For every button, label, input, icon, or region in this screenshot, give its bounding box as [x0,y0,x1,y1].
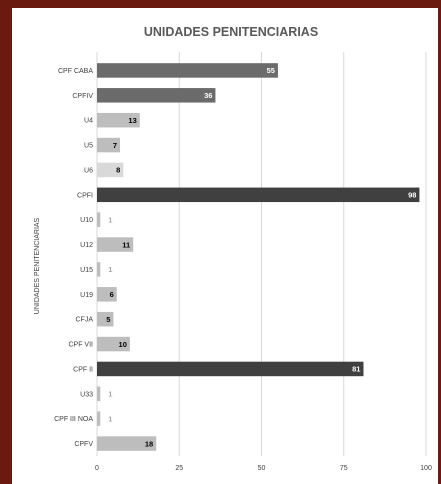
data-label: 5 [106,315,110,324]
bar [97,112,140,128]
data-label: 11 [122,240,130,249]
category-label: U33 [80,391,93,398]
x-tick-label: 50 [258,465,266,472]
category-label: CPF CABA [58,68,93,75]
bar [97,411,101,426]
bar [97,212,101,227]
bar [97,386,101,402]
data-label: 10 [119,340,127,349]
bars-group [97,63,420,451]
category-label: CPF II [73,366,93,373]
category-label: U6 [84,167,93,174]
y-axis-label: UNIDADES PENITENCIARIAS [34,217,41,314]
data-label: 7 [113,141,117,150]
bar [97,187,420,203]
data-label: 8 [116,166,120,175]
category-labels: CPF CABA CPFIV U4 U5 U6 CPFI U10 U12 U15 U19 CFJA C… [54,68,93,448]
data-label: 81 [352,365,360,374]
gridlines [96,52,427,456]
data-label: 98 [408,191,416,200]
category-label: CFJA [76,317,94,324]
category-label: CPF III NOA [54,416,93,423]
category-label: U4 [84,118,93,125]
category-label: U19 [80,292,93,299]
category-label: CPFV [74,441,93,448]
category-label: CPFIV [72,93,93,100]
bar [97,361,364,377]
data-label: 6 [110,290,114,299]
data-label: 36 [204,91,212,100]
bar [97,311,114,327]
category-label: U5 [84,143,93,150]
data-label: 1 [108,414,112,423]
data-label: 1 [108,215,112,224]
category-label: CPF VII [68,342,93,349]
category-label: U12 [80,242,93,249]
bar [97,262,101,277]
chart-frame: UNIDADES PENITENCIARIAS UNIDADES PENITEN… [12,8,438,484]
data-label: 13 [128,116,136,125]
chart-title: UNIDADES PENITENCIARIAS [144,25,318,39]
data-label: 1 [108,390,112,399]
bar [97,137,121,153]
bar-chart: UNIDADES PENITENCIARIAS UNIDADES PENITEN… [34,25,432,472]
bar [97,162,124,178]
x-tick-labels: 0 25 50 75 100 [95,465,432,472]
x-tick-label: 0 [95,465,99,472]
category-label: CPFI [77,192,93,199]
data-label: 18 [145,439,153,448]
bar [97,237,134,252]
x-tick-label: 25 [175,465,183,472]
data-label: 1 [108,265,112,274]
category-label: U10 [80,217,93,224]
bar [97,63,278,78]
x-tick-label: 100 [420,465,432,472]
bar [97,436,157,451]
bar [97,88,216,103]
bar [97,336,130,352]
category-label: U15 [80,267,93,274]
data-label: 55 [267,66,275,75]
x-tick-label: 75 [340,465,348,472]
bar [97,287,117,302]
